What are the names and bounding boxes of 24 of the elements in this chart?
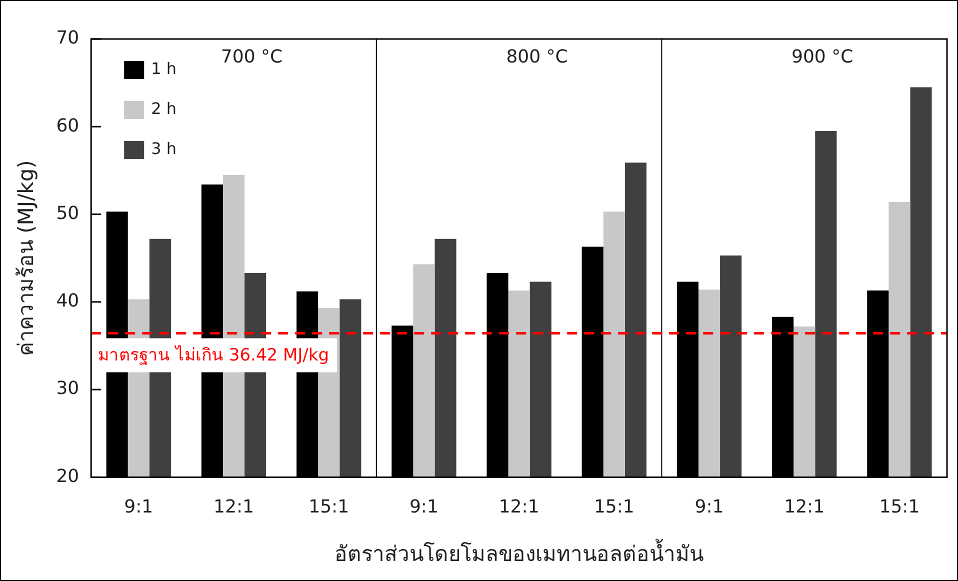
x-tick-label: 9:1: [124, 496, 154, 518]
x-tick-label: 15:1: [594, 496, 634, 518]
x-tick-label: 9:1: [409, 496, 438, 518]
legend-label: 1 h: [151, 59, 177, 78]
x-tick-label: 12:1: [498, 496, 540, 518]
x-tick-label: 15:1: [879, 496, 920, 518]
ref-line-label: มาตรฐาน ไม่เกิน 36.42 MJ/kg: [98, 344, 330, 366]
x-tick-label: 12:1: [214, 496, 254, 518]
y-tick-label: 40: [56, 290, 80, 312]
x-tick-label: 12:1: [784, 496, 825, 518]
y-tick-label: 20: [56, 466, 80, 487]
x-tick-label: 15:1: [308, 496, 350, 518]
annotation: 800 °C: [506, 46, 568, 68]
y-tick-label: 30: [56, 378, 80, 400]
annotation: 900 °C: [792, 46, 854, 68]
annotation: 700 °C: [220, 46, 283, 68]
y-axis-title: ค่าความร้อน (MJ/kg): [14, 160, 38, 356]
x-axis-title: อัตราส่วนโดยโมลของเมทานอลต่อน้ำมัน: [334, 538, 704, 566]
y-tick-label: 60: [56, 115, 80, 136]
x-tick-label: 9:1: [694, 496, 724, 518]
legend-label: 3 h: [151, 139, 177, 158]
y-tick-label: 50: [56, 202, 80, 224]
y-tick-label: 70: [56, 28, 80, 49]
legend-label: 2 h: [151, 99, 177, 118]
